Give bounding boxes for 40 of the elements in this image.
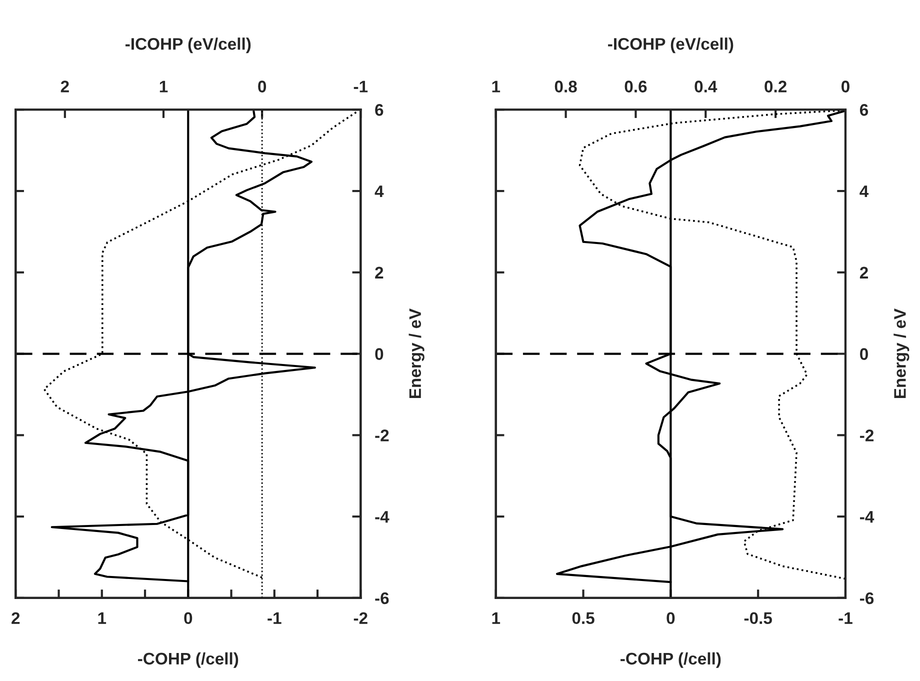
- y-tick-label: 6: [375, 104, 384, 116]
- y-axis-title: Energy / eV: [894, 308, 910, 398]
- x-tick-label: 0: [184, 612, 192, 624]
- y-tick-label: 4: [860, 186, 869, 198]
- x2-tick-label: 1: [160, 80, 168, 92]
- y-tick-label: -6: [375, 592, 389, 604]
- y-tick-label: -2: [375, 430, 389, 442]
- x-tick-label: 1: [98, 612, 106, 624]
- y-tick-label: 2: [860, 266, 868, 278]
- x-axis-title: -COHP (/cell): [138, 652, 238, 668]
- y-axis-title: Energy / eV: [408, 308, 424, 398]
- y-tick-label: 4: [374, 186, 384, 198]
- y-tick-label: -2: [860, 430, 874, 442]
- x2-tick-label: 2: [60, 80, 69, 92]
- x-tick-label: 0: [666, 612, 675, 624]
- x2-tick-label: 0: [842, 80, 850, 92]
- x2-tick-label: 0.2: [764, 80, 786, 92]
- x2-tick-label: -1: [354, 80, 368, 92]
- x2-tick-label: 0: [258, 80, 266, 92]
- x2-tick-label: 0.6: [624, 80, 647, 92]
- y-tick-label: -6: [860, 592, 874, 604]
- y-tick-label: 6: [860, 104, 868, 116]
- x-tick-label: 0.5: [572, 612, 594, 624]
- x2-axis-title: -ICOHP (eV/cell): [126, 38, 251, 54]
- x-tick-label: -1: [268, 612, 282, 624]
- x2-tick-label: 0.4: [694, 80, 718, 92]
- y-tick-label: 0: [860, 348, 868, 360]
- x-tick-label: -0.5: [744, 612, 772, 624]
- x-axis-title: -COHP (/cell): [620, 652, 721, 668]
- x-tick-label: -1: [838, 612, 852, 624]
- x-tick-label: -2: [354, 612, 368, 624]
- y-tick-label: -4: [375, 511, 390, 523]
- x2-axis-title: -ICOHP (eV/cell): [608, 38, 734, 54]
- x2-tick-label: 0.8: [554, 80, 577, 92]
- x-tick-label: 1: [492, 612, 500, 624]
- x-tick-label: 2: [12, 612, 20, 624]
- x2-tick-label: 1: [492, 80, 500, 92]
- y-tick-label: 0: [375, 348, 384, 360]
- y-tick-label: 2: [375, 266, 384, 278]
- y-tick-label: -4: [860, 511, 874, 523]
